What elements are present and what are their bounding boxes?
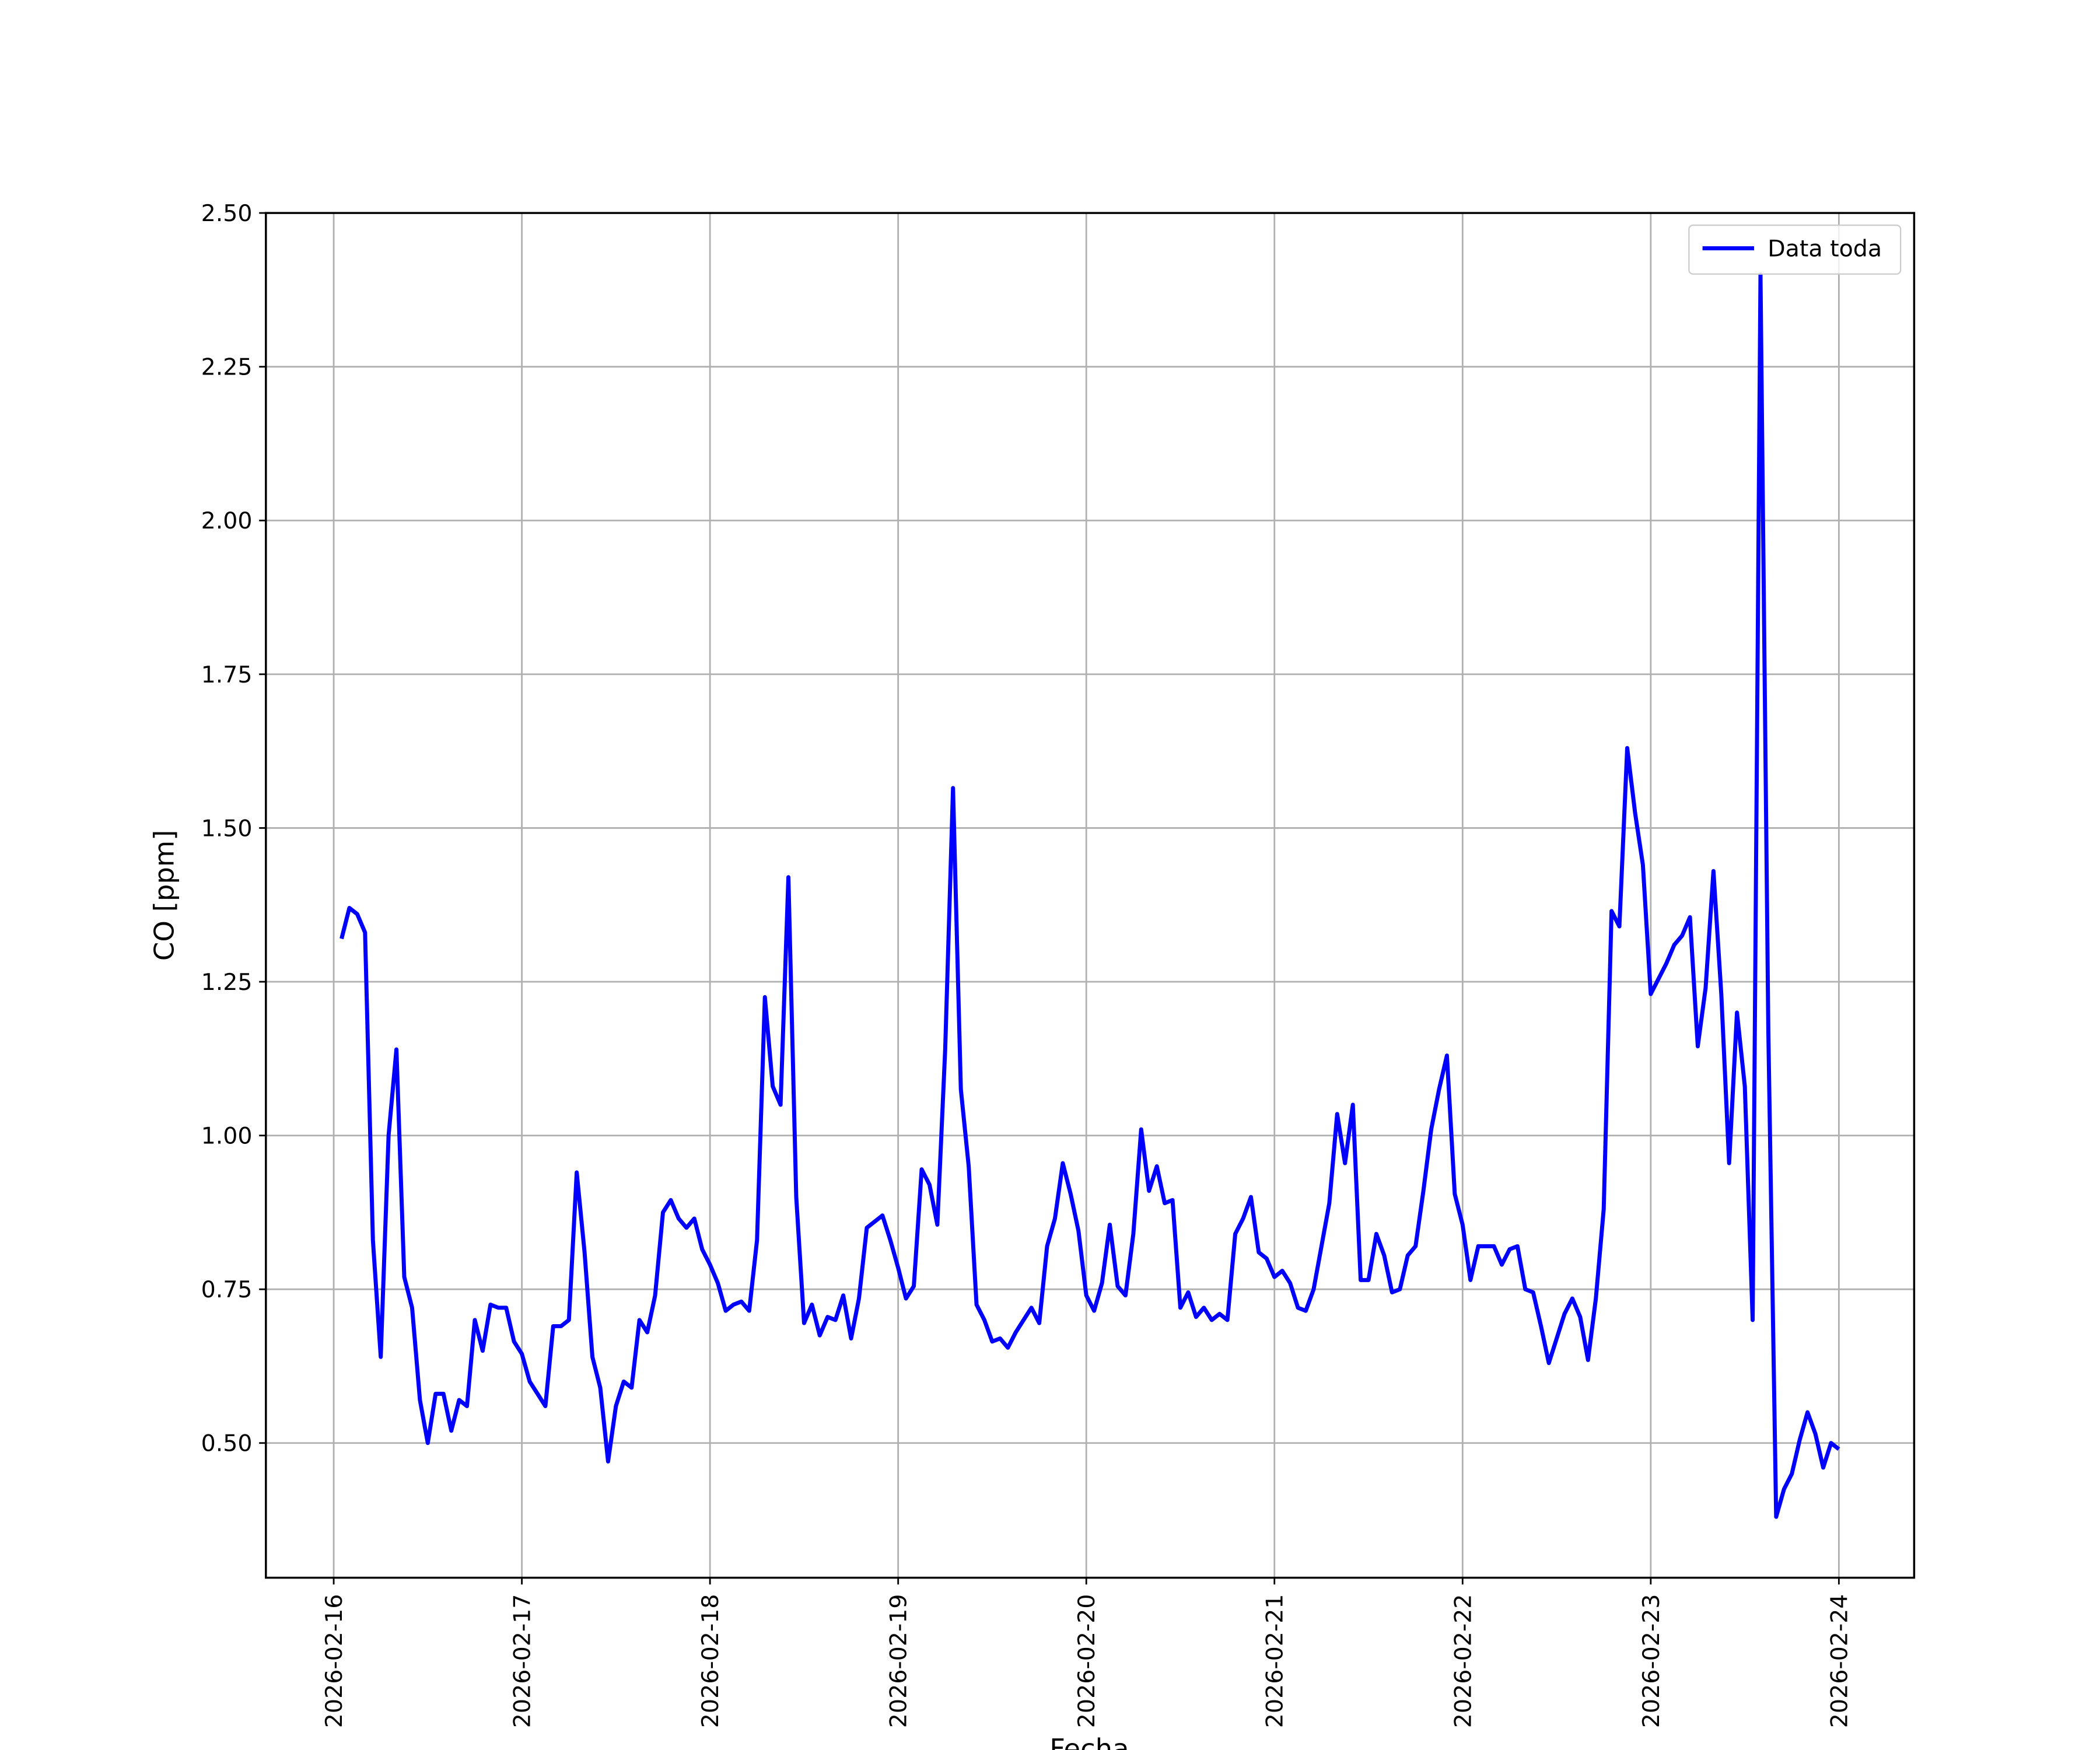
x-tick-label: 2026-02-21 — [1262, 1594, 1289, 1728]
x-tick-label: 2026-02-23 — [1638, 1594, 1665, 1728]
legend: Data toda — [1688, 224, 1902, 275]
x-tick-label: 2026-02-20 — [1073, 1594, 1100, 1728]
x-tick-label: 2026-02-19 — [886, 1594, 912, 1728]
y-tick-label: 1.00 — [201, 1123, 253, 1150]
legend-box — [1688, 224, 1902, 275]
x-tick-label: 2026-02-17 — [509, 1594, 536, 1728]
x-tick-label: 2026-02-24 — [1826, 1594, 1853, 1728]
data-line — [340, 272, 1840, 1519]
plot-frame — [265, 212, 1916, 1579]
y-tick-label: 0.75 — [201, 1276, 253, 1303]
y-tick-label: 1.50 — [201, 815, 253, 842]
y-tick-label: 2.50 — [201, 200, 253, 227]
x-tick-label: 2026-02-18 — [697, 1594, 724, 1728]
y-tick-label: 1.75 — [201, 662, 253, 688]
y-tick-label: 2.00 — [201, 508, 253, 534]
x-tick-label: 2026-02-16 — [321, 1594, 348, 1728]
x-axis-label: Fecha — [1049, 1733, 1129, 1750]
legend-label: Data toda — [1768, 236, 1882, 262]
y-tick-label: 1.25 — [201, 969, 253, 996]
x-tick-label: 2026-02-22 — [1450, 1594, 1476, 1728]
y-tick-label: 0.50 — [201, 1430, 253, 1457]
y-axis-label: CO [ppm] — [149, 830, 180, 961]
y-tick-label: 2.25 — [201, 354, 253, 381]
